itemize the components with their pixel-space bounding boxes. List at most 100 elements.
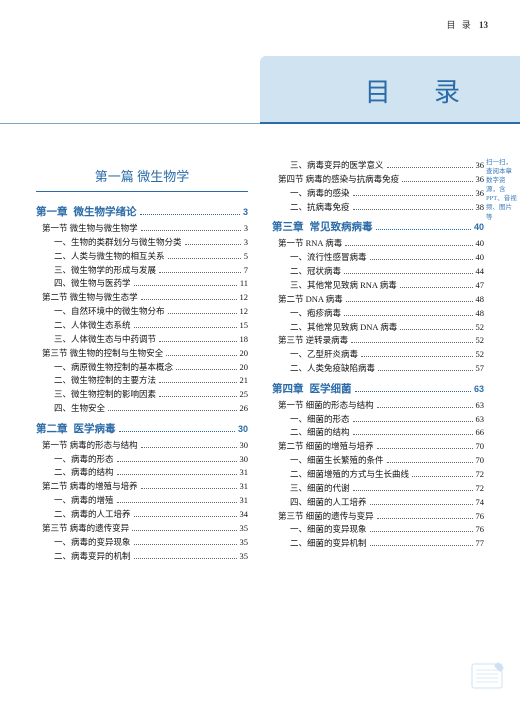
leader-dots [168,313,237,314]
item-entry: 二、人体微生态系统15 [36,320,248,331]
item-entry: 一、病毒的变异现象35 [36,537,248,548]
qr-side-note: 扫一扫，查阅本章数字资源，含PPT、音视频、图片等 [486,158,518,222]
page-num: 35 [240,551,249,562]
page-num: 72 [476,483,485,494]
page-num: 34 [240,509,249,520]
page-num: 52 [476,349,485,360]
entry-label: 第三节 微生物的控制与生物安全 [42,348,163,359]
entry-label: 二、人类与微生物的相互关系 [54,251,165,262]
leader-dots [134,327,237,328]
entry-label: 二、病毒的结构 [54,467,114,478]
leader-dots [134,558,237,559]
page-num: 20 [240,362,249,373]
leader-dots [117,502,237,503]
leader-dots [376,229,471,230]
item-entry: 三、微生物学的形成与发展7 [36,265,248,276]
entry-label: 第三节 病毒的遗传变异 [42,523,129,534]
entry-label: 三、微生物学的形成与发展 [54,265,156,276]
page-num: 30 [240,440,249,451]
section-entry: 第一节 RNA 病毒40 [272,238,484,249]
leader-dots [134,544,237,545]
page-num: 63 [476,400,485,411]
item-entry: 三、人体微生态与中药调节18 [36,334,248,345]
item-entry: 二、抗病毒免疫38 [272,202,484,213]
section-entry: 第三节 细菌的遗传与变异76 [272,511,484,522]
page-num: 30 [240,454,249,465]
entry-label: 第二节 DNA 病毒 [278,294,343,305]
leader-dots [353,421,473,422]
leader-dots [361,356,472,357]
leader-dots [141,299,237,300]
leader-dots [166,355,236,356]
entry-label: 二、抗病毒免疫 [290,202,350,213]
page-num: 76 [476,524,485,535]
toc-title: 目 录 [365,72,478,109]
entry-label: 第二节 微生物与微生态学 [42,292,138,303]
page-num: 48 [476,308,485,319]
entry-label: 一、病原微生物控制的基本概念 [54,362,173,373]
chapter-entry: 第三章常见致病病毒40 [272,219,484,234]
page-num: 57 [476,363,485,374]
chapter-name: 常见致病病毒 [310,219,373,234]
item-entry: 四、细菌的人工培养74 [272,497,484,508]
leader-dots [351,342,472,343]
entry-label: 二、病毒的人工培养 [54,509,131,520]
item-entry: 一、细菌生长繁殖的条件70 [272,455,484,466]
leader-dots [377,407,473,408]
page-num: 72 [476,469,485,480]
page-num: 44 [476,266,485,277]
entry-label: 二、细菌增殖的方式与生长曲线 [290,469,409,480]
entry-label: 二、其他常见致病 DNA 病毒 [290,322,397,333]
leader-dots [377,448,473,449]
section-entry: 第三节 逆转录病毒52 [272,335,484,346]
page-num: 47 [476,280,485,291]
page-num: 70 [476,441,485,452]
item-entry: 三、其他常见致病 RNA 病毒47 [272,280,484,291]
leader-dots [176,369,236,370]
leader-dots [141,447,237,448]
item-entry: 一、细菌的变异现象76 [272,524,484,535]
entry-label: 二、病毒变异的机制 [54,551,131,562]
leader-dots [159,382,236,383]
entry-label: 第四节 病毒的感染与抗病毒免疫 [278,174,399,185]
entry-label: 二、人体微生态系统 [54,320,131,331]
page-header: 目 录 13 [446,18,488,31]
leader-dots [119,431,235,432]
title-banner: 目 录 [260,56,520,124]
section-entry: 第二节 细菌的增殖与培养70 [272,441,484,452]
entry-label: 二、细菌的结构 [290,427,350,438]
page-num: 66 [476,427,485,438]
page-num: 5 [244,251,248,262]
toc-right-column: 三、病毒变异的医学意义36第四节 病毒的感染与抗病毒免疫36一、病毒的感染36二… [272,158,484,686]
page-num: 74 [476,497,485,508]
leader-dots [117,461,237,462]
page-num: 31 [240,467,249,478]
leader-dots [140,214,240,215]
leader-dots [345,245,472,246]
entry-label: 一、病毒的形态 [54,454,114,465]
chapter-name: 医学细菌 [310,381,352,396]
leader-dots [370,545,473,546]
page-num: 31 [240,481,249,492]
leader-dots [134,285,237,286]
entry-label: 第一节 微生物与微生物学 [42,223,138,234]
item-entry: 一、病原微生物控制的基本概念 20 [36,362,248,373]
entry-label: 一、生物的类群划分与微生物分类 [54,237,182,248]
entry-label: 四、微生物与医药学 [54,278,131,289]
leader-dots [134,516,237,517]
page-num: 35 [240,523,249,534]
section-entry: 第三节 病毒的遗传变异 35 [36,523,248,534]
leader-dots [353,434,473,435]
leader-dots [378,370,472,371]
chapter-entry: 第二章医学病毒30 [36,421,248,436]
item-entry: 一、疱疹病毒48 [272,308,484,319]
page-num: 77 [476,538,485,549]
entry-label: 二、人类免疫缺陷病毒 [290,363,375,374]
item-entry: 二、微生物控制的主要方法21 [36,375,248,386]
item-entry: 一、自然环境中的微生物分布12 [36,306,248,317]
page-num: 18 [240,334,249,345]
leader-dots [387,167,473,168]
leader-dots [168,258,241,259]
leader-dots [370,259,473,260]
page-num: 40 [476,238,485,249]
